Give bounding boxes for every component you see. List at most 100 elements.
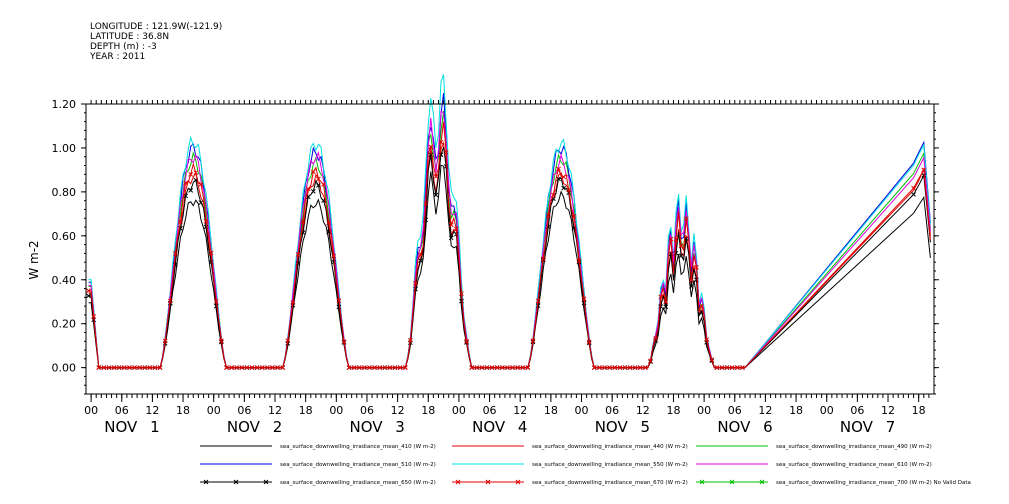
series-marker-7 [356, 365, 362, 370]
series-marker-7 [249, 365, 255, 370]
series-marker-7 [520, 365, 526, 370]
series-marker-7 [489, 365, 495, 370]
series-marker-7 [86, 288, 91, 294]
series-marker-7 [637, 365, 643, 370]
series-marker-7 [285, 338, 291, 344]
series-marker-7 [653, 336, 658, 341]
legend-label-5: sea_surface_downwelling_irradiance_mean_… [776, 462, 932, 468]
series-marker-7 [259, 365, 265, 370]
series-marker-7 [714, 365, 720, 370]
series-marker-7 [658, 294, 664, 300]
series-marker-7 [683, 216, 689, 222]
series-marker-7 [121, 365, 127, 370]
legend-marker-7 [455, 479, 461, 485]
series-marker-6 [310, 189, 316, 194]
series-marker-6 [433, 192, 439, 198]
series-marker-7 [111, 365, 117, 370]
series-marker-6 [316, 182, 321, 188]
series-marker-7 [433, 174, 439, 179]
series-line-6 [88, 146, 931, 369]
series-marker-7 [479, 365, 485, 370]
series-marker-7 [632, 365, 638, 370]
series-marker-7 [454, 226, 459, 232]
plot-area [86, 74, 931, 370]
plot-header: LONGITUDE : 121.9W(-121.9) LATITUDE : 36… [90, 22, 222, 62]
x-tick-label: 00 [820, 404, 834, 417]
series-marker-7 [295, 252, 301, 257]
series-marker-7 [469, 365, 475, 370]
series-marker-7 [525, 365, 531, 370]
day-label: NOV 1 [104, 418, 159, 436]
series-marker-6 [663, 304, 669, 310]
series-marker-7 [530, 338, 536, 344]
series-marker-7 [372, 365, 377, 370]
x-tick-label: 18 [299, 404, 313, 417]
series-marker-7 [142, 365, 148, 370]
series-marker-7 [581, 296, 587, 302]
series-marker-6 [561, 185, 566, 191]
series-marker-7 [300, 219, 306, 225]
series-marker-7 [91, 314, 97, 319]
y-tick-label: 0.60 [52, 230, 77, 243]
series-marker-7 [694, 264, 699, 270]
series-marker-7 [208, 250, 214, 256]
series-marker-7 [219, 338, 224, 344]
series-line-0 [88, 164, 931, 369]
series-marker-7 [316, 176, 321, 182]
series-marker-7 [321, 181, 326, 187]
y-tick-label: 0.20 [52, 318, 77, 331]
series-marker-7 [551, 192, 556, 198]
series-marker-7 [622, 365, 628, 370]
series-marker-6 [911, 192, 916, 197]
x-tick-label: 06 [728, 404, 742, 417]
series-marker-7 [310, 169, 316, 175]
series-marker-6 [188, 188, 194, 193]
x-tick-label: 00 [329, 404, 343, 417]
series-marker-6 [331, 259, 337, 265]
series-marker-7 [132, 365, 137, 370]
x-tick-label: 18 [544, 404, 558, 417]
series-marker-6 [321, 198, 326, 203]
series-marker-7 [392, 365, 398, 370]
legend-label-8: sea_surface_downwelling_irradiance_mean_… [776, 480, 971, 486]
series-marker-6 [694, 277, 699, 283]
series-marker-7 [704, 337, 710, 343]
x-tick-label: 18 [912, 404, 926, 417]
series-line-4 [88, 74, 931, 369]
series-marker-6 [448, 235, 454, 241]
y-axis-label: W m-2 [27, 240, 41, 279]
series-marker-7 [101, 365, 107, 370]
series-marker-7 [678, 243, 684, 249]
series-line-1 [88, 141, 931, 369]
series-marker-7 [740, 365, 745, 370]
series-marker-6 [86, 293, 91, 299]
series-marker-7 [464, 338, 469, 344]
series-marker-7 [535, 298, 541, 304]
series-marker-7 [561, 174, 566, 180]
series-marker-6 [535, 303, 541, 309]
series-marker-7 [494, 365, 500, 370]
x-tick-label: 06 [605, 404, 619, 417]
series-marker-7 [346, 365, 352, 370]
series-marker-7 [729, 365, 735, 370]
series-marker-7 [668, 236, 674, 242]
series-marker-7 [351, 365, 357, 370]
series-marker-7 [326, 220, 332, 226]
legend-label-1: sea_surface_downwelling_irradiance_mean_… [532, 444, 688, 450]
series-marker-7 [540, 256, 546, 262]
x-tick-label: 12 [758, 404, 772, 417]
series-marker-7 [643, 365, 648, 370]
series-marker-7 [627, 365, 633, 370]
series-marker-7 [290, 300, 296, 306]
series-marker-7 [505, 365, 510, 370]
legend-marker-6 [263, 479, 269, 485]
series-marker-7 [408, 337, 413, 343]
day-label: NOV 4 [472, 418, 527, 436]
legend-marker-7 [485, 479, 491, 485]
series-marker-7 [602, 365, 607, 370]
series-marker-6 [418, 258, 423, 264]
legend-marker-8 [699, 479, 705, 485]
depth-label: DEPTH (m) : -3 [90, 42, 157, 52]
series-line-2 [88, 110, 931, 369]
